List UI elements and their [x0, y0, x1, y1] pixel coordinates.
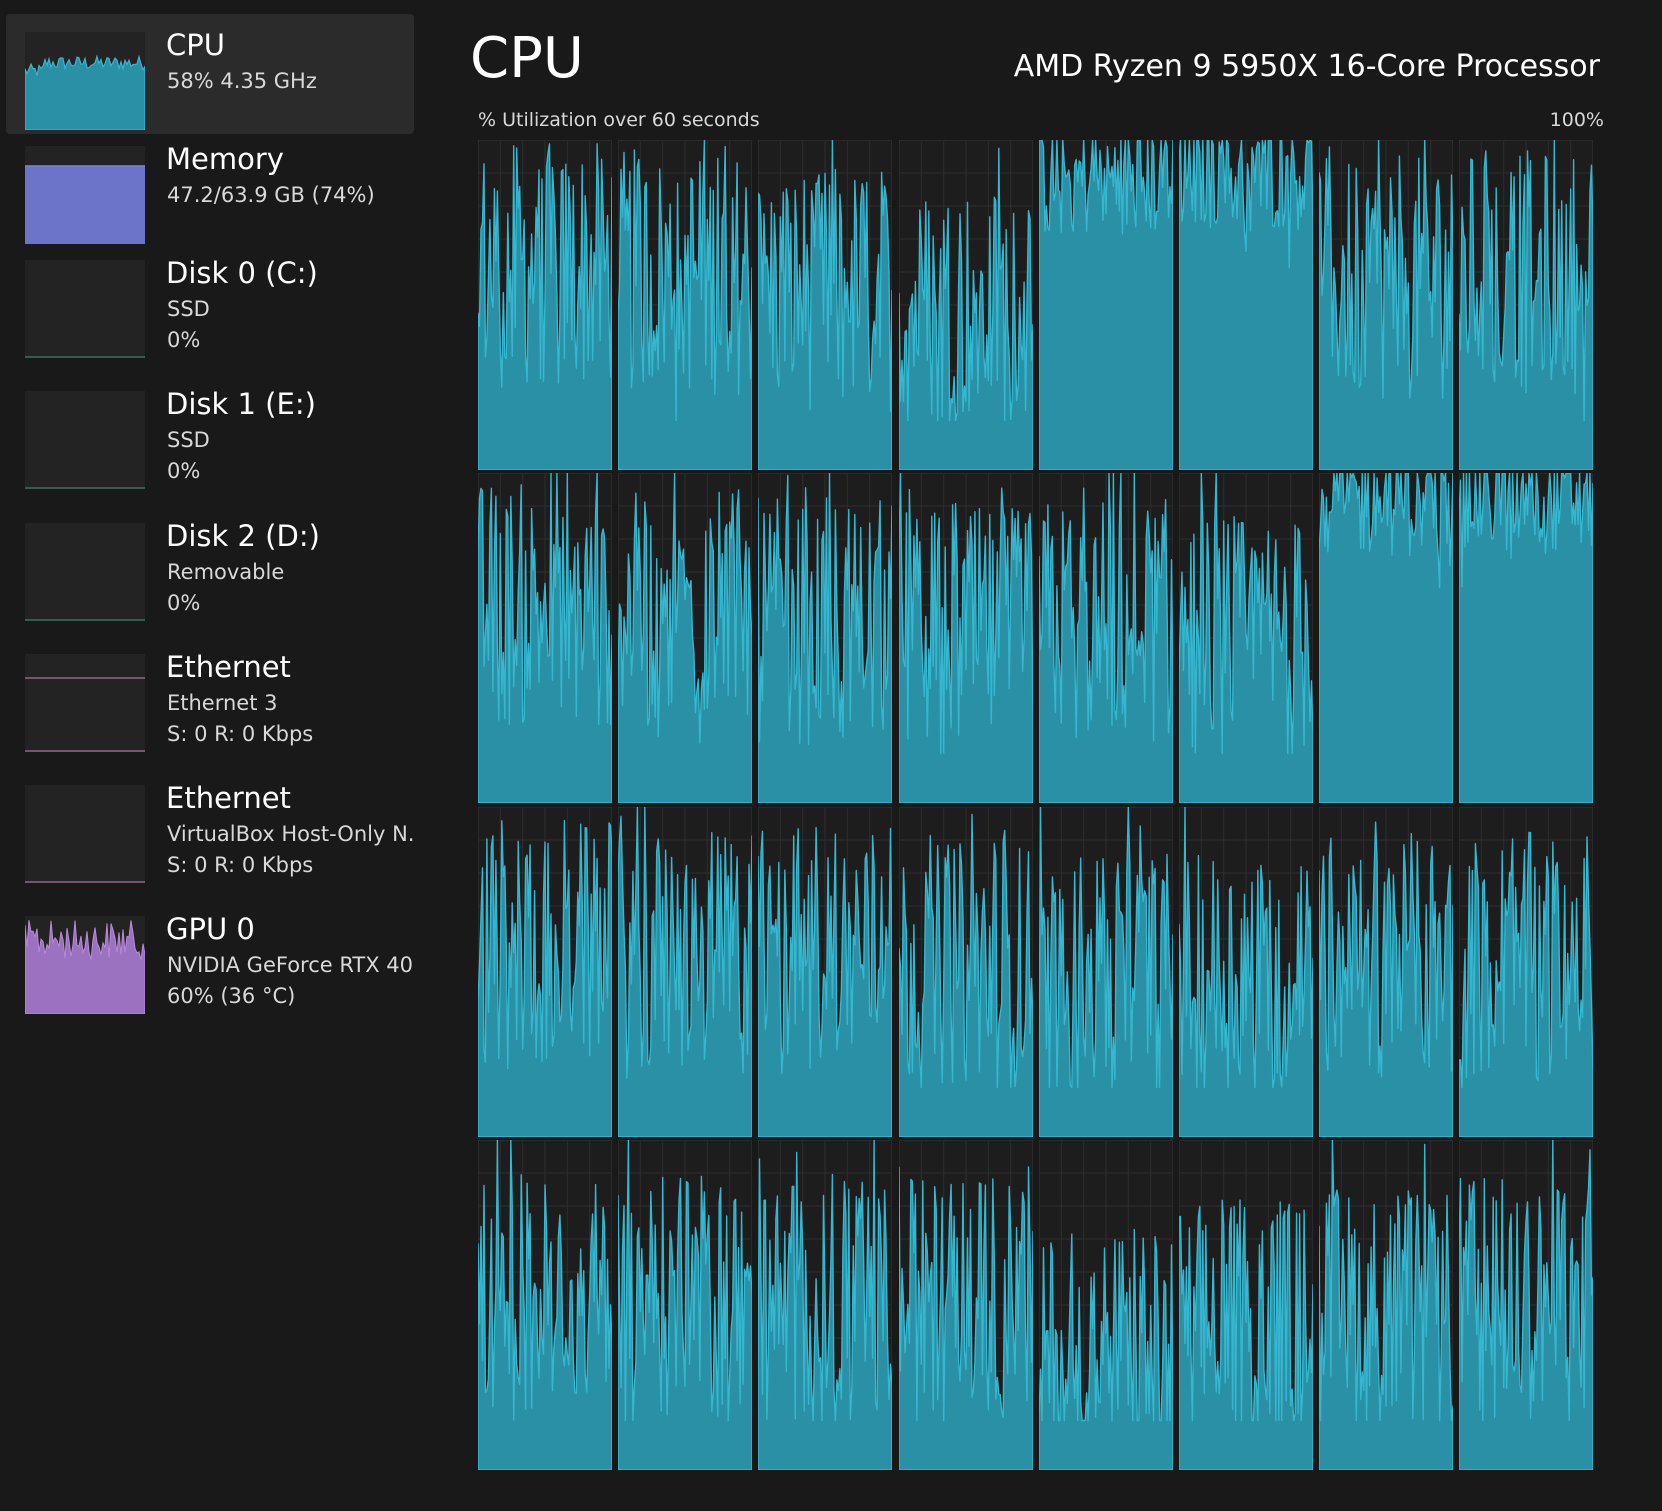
- sidebar-thumbnail-graph: [25, 523, 145, 621]
- sidebar-item-detail-2: 0%: [167, 328, 201, 352]
- core-graph-10: [758, 473, 892, 803]
- sidebar-item-detail-2: 0%: [167, 591, 201, 615]
- core-graph-20: [1039, 807, 1173, 1137]
- sidebar-item-detail-2: 0%: [167, 459, 201, 483]
- sidebar-item-title: Ethernet: [166, 650, 291, 684]
- sidebar-item-detail: 47.2/63.9 GB (74%): [167, 183, 375, 207]
- core-graph-grid: [478, 140, 1608, 1490]
- cpu-detail-panel: CPU AMD Ryzen 9 5950X 16-Core Processor …: [430, 0, 1662, 1511]
- core-graph-1: [618, 140, 752, 470]
- sidebar-item-title: CPU: [166, 28, 225, 62]
- processor-name: AMD Ryzen 9 5950X 16-Core Processor: [1013, 49, 1600, 84]
- sidebar-thumbnail-graph: [25, 391, 145, 489]
- core-graph-26: [758, 1140, 892, 1470]
- core-graph-11: [899, 473, 1033, 803]
- core-graph-29: [1179, 1140, 1313, 1470]
- core-graph-18: [758, 807, 892, 1137]
- sidebar-thumbnail-graph: [25, 785, 145, 883]
- sidebar-item-detail-2: S: 0 R: 0 Kbps: [167, 722, 314, 746]
- core-graph-6: [1319, 140, 1453, 470]
- sidebar-thumbnail-graph: [25, 32, 145, 130]
- core-graph-30: [1319, 1140, 1453, 1470]
- core-graph-5: [1179, 140, 1313, 470]
- sidebar-item-detail: SSD: [167, 428, 210, 452]
- sidebar-item-memory-1[interactable]: Memory 47.2/63.9 GB (74%): [6, 128, 414, 248]
- core-graph-13: [1179, 473, 1313, 803]
- sidebar-item-flat-4[interactable]: Disk 2 (D:) Removable 0%: [6, 505, 414, 625]
- core-graph-7: [1459, 140, 1593, 470]
- sidebar-item-title: Disk 1 (E:): [166, 387, 316, 421]
- core-graph-21: [1179, 807, 1313, 1137]
- sidebar-item-ethernet-5[interactable]: Ethernet Ethernet 3 S: 0 R: 0 Kbps: [6, 636, 414, 756]
- sidebar-item-gpu-7[interactable]: GPU 0 NVIDIA GeForce RTX 40 60% (36 °C): [6, 898, 414, 1018]
- core-graph-9: [618, 473, 752, 803]
- core-graph-28: [1039, 1140, 1173, 1470]
- sidebar-item-cpu-0[interactable]: CPU 58% 4.35 GHz: [6, 14, 414, 134]
- sidebar-thumbnail-graph: [25, 916, 145, 1014]
- sidebar-thumbnail-graph: [25, 654, 145, 752]
- core-graph-4: [1039, 140, 1173, 470]
- core-graph-15: [1459, 473, 1593, 803]
- sidebar-thumbnail-graph: [25, 146, 145, 244]
- sidebar-item-detail: SSD: [167, 297, 210, 321]
- sidebar-item-flat-2[interactable]: Disk 0 (C:) SSD 0%: [6, 242, 414, 362]
- sidebar-item-detail: 58% 4.35 GHz: [167, 69, 317, 93]
- sidebar-item-flat-3[interactable]: Disk 1 (E:) SSD 0%: [6, 373, 414, 493]
- core-graph-25: [618, 1140, 752, 1470]
- sidebar-item-title: Disk 0 (C:): [166, 256, 318, 290]
- core-graph-17: [618, 807, 752, 1137]
- core-graph-0: [478, 140, 612, 470]
- core-graph-27: [899, 1140, 1033, 1470]
- core-graph-16: [478, 807, 612, 1137]
- core-graph-8: [478, 473, 612, 803]
- sidebar-item-detail-2: 60% (36 °C): [167, 984, 296, 1008]
- core-graph-23: [1459, 807, 1593, 1137]
- sidebar-item-detail: NVIDIA GeForce RTX 40: [167, 953, 414, 977]
- utilization-label: % Utilization over 60 seconds: [478, 109, 760, 131]
- page-title: CPU: [470, 26, 584, 91]
- max-percent-label: 100%: [1549, 109, 1604, 131]
- sidebar-item-detail: VirtualBox Host-Only N.: [167, 822, 415, 846]
- sidebar-item-title: Memory: [166, 142, 284, 176]
- core-graph-14: [1319, 473, 1453, 803]
- core-graph-31: [1459, 1140, 1593, 1470]
- sidebar-item-title: Disk 2 (D:): [166, 519, 320, 553]
- sidebar-item-title: GPU 0: [166, 912, 255, 946]
- core-graph-12: [1039, 473, 1173, 803]
- sidebar-item-detail-2: S: 0 R: 0 Kbps: [167, 853, 314, 877]
- sidebar-thumbnail-graph: [25, 260, 145, 358]
- core-graph-24: [478, 1140, 612, 1470]
- sidebar-item-title: Ethernet: [166, 781, 291, 815]
- sidebar: CPU 58% 4.35 GHz Memory 47.2/63.9 GB (74%) D…: [0, 0, 430, 1511]
- sidebar-item-detail: Ethernet 3: [167, 691, 278, 715]
- core-graph-19: [899, 807, 1033, 1137]
- core-graph-2: [758, 140, 892, 470]
- core-graph-22: [1319, 807, 1453, 1137]
- core-graph-3: [899, 140, 1033, 470]
- sidebar-item-detail: Removable: [167, 560, 285, 584]
- sidebar-item-flat-6[interactable]: Ethernet VirtualBox Host-Only N. S: 0 R: 0…: [6, 767, 414, 887]
